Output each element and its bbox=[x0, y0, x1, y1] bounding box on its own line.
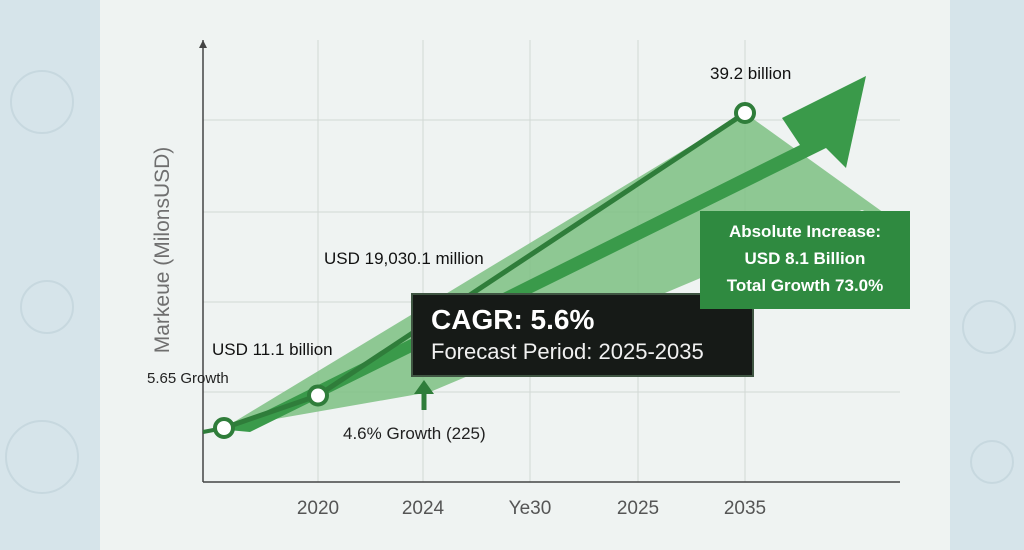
decorative-circle bbox=[5, 420, 79, 494]
cagr-subtitle: Forecast Period: 2025-2035 bbox=[431, 339, 704, 364]
growth-arrow bbox=[228, 76, 866, 432]
cagr-callout: CAGR: 5.6% Forecast Period: 2025-2035 bbox=[411, 293, 754, 377]
x-tick-label: 2020 bbox=[297, 498, 339, 519]
increase-line-3: Total Growth 73.0% bbox=[726, 276, 884, 295]
x-tick-label: 2035 bbox=[724, 498, 766, 519]
decorative-circle bbox=[962, 300, 1016, 354]
increase-line-1: Absolute Increase: bbox=[728, 222, 882, 241]
increase-line-2: USD 8.1 Billion bbox=[744, 249, 866, 268]
y-axis-arrowhead bbox=[199, 40, 207, 48]
low-value-label: USD 11.1 billion bbox=[212, 340, 333, 359]
right-background-strip bbox=[950, 0, 1024, 550]
absolute-increase-callout: Absolute Increase: USD 8.1 Billion Total… bbox=[700, 211, 910, 309]
decorative-circle bbox=[20, 280, 74, 334]
left-background-strip bbox=[0, 0, 100, 550]
bottom-growth-label: 4.6% Growth (225) bbox=[343, 424, 486, 443]
small-up-arrow-head bbox=[414, 380, 434, 394]
data-point bbox=[213, 417, 235, 439]
growth-arrow-shape bbox=[228, 76, 866, 432]
y-axis-label: Markeue (MilonsUSD) bbox=[151, 146, 174, 354]
x-tick-label: 2025 bbox=[617, 498, 659, 519]
decorative-circle bbox=[10, 70, 74, 134]
series-line bbox=[202, 102, 756, 439]
mid-value-label: USD 19,030.1 million bbox=[324, 249, 484, 268]
data-point bbox=[734, 102, 756, 124]
decorative-circle bbox=[970, 440, 1014, 484]
x-tick-label: 2024 bbox=[402, 498, 445, 519]
x-tick-labels: 2020 2024 Ye30 2025 2035 bbox=[297, 498, 766, 519]
data-point bbox=[307, 384, 329, 407]
cagr-title: CAGR: 5.6% bbox=[431, 304, 595, 335]
left-growth-label: 5.65 Growth bbox=[147, 370, 229, 387]
axes bbox=[199, 40, 900, 483]
peak-value-label: 39.2 billion bbox=[710, 64, 792, 83]
x-tick-label: Ye30 bbox=[509, 498, 552, 519]
